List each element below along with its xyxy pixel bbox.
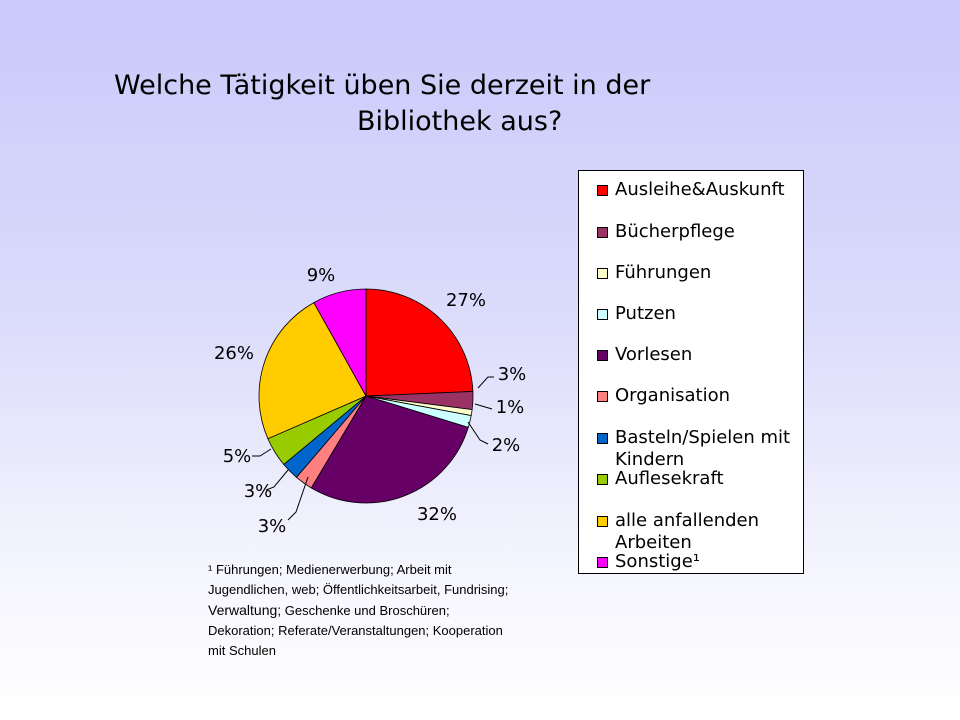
data-label-2: 3%: [498, 364, 527, 385]
legend-label: Bücherpflege: [615, 221, 735, 242]
legend-label: Führungen: [615, 262, 712, 283]
legend-swatch: [597, 227, 608, 238]
leader-line-2: [477, 376, 494, 389]
legend-label: Putzen: [615, 303, 676, 324]
legend-swatch: [597, 185, 608, 196]
legend-label: Vorlesen: [615, 344, 693, 365]
legend-swatch: [597, 557, 608, 568]
legend-label: Basteln/Spielen mit Kindern: [615, 427, 791, 470]
footnote-line: mit Schulen: [208, 643, 276, 658]
data-label-7: 3%: [244, 481, 273, 502]
legend-label: alle anfallenden Arbeiten: [615, 510, 760, 553]
footnote-line: Dekoration; Referate/Veranstaltungen; Ko…: [208, 623, 503, 638]
footnote-line: Verwaltung; Geschenke und Broschüren;: [208, 600, 588, 621]
leader-line-6: [287, 476, 309, 521]
data-label-6: 3%: [258, 516, 287, 537]
legend-swatch: [597, 391, 608, 402]
footnote-text: Verwaltung;: [208, 602, 282, 618]
legend-swatch: [597, 350, 608, 361]
legend-label: Ausleihe&Auskunft: [615, 179, 785, 200]
leader-line-7: [265, 469, 289, 491]
data-label-9: 26%: [214, 343, 254, 364]
leader-line-3: [474, 403, 493, 410]
pie-slice-10: [313, 288, 367, 398]
chart-title-line-2: Bibliothek aus?: [357, 106, 563, 137]
legend-swatch: [597, 516, 608, 527]
data-label-3: 1%: [496, 397, 525, 418]
leader-line-8: [252, 448, 272, 457]
legend-label: Auflesekraft: [615, 468, 724, 489]
data-label-5: 32%: [417, 504, 457, 525]
legend-swatch: [597, 268, 608, 279]
footnote: ¹ Führungen; Medienerwerbung; Arbeit mit…: [208, 560, 588, 661]
footnote-text: Geschenke und Broschüren;: [284, 603, 450, 618]
legend-swatch: [597, 474, 608, 485]
legend-label: Organisation: [615, 385, 731, 406]
data-label-8: 5%: [223, 446, 252, 467]
chart-title-line-1: Welche Tätigkeit üben Sie derzeit in der: [114, 70, 651, 101]
legend-swatch: [597, 433, 608, 444]
leader-line-4: [467, 421, 489, 445]
legend-label: Sonstige¹: [615, 551, 700, 572]
footnote-line: Jugendlichen, web; Öffentlichkeitsarbeit…: [208, 582, 509, 597]
pie-slice-9: [258, 302, 367, 440]
legend-swatch: [597, 309, 608, 320]
footnote-line: ¹ Führungen; Medienerwerbung; Arbeit mit: [208, 562, 452, 577]
data-label-10: 9%: [307, 265, 336, 286]
data-label-4: 2%: [492, 435, 521, 456]
chart-legend: Ausleihe&Auskunft Bücherpflege Führungen Pu…: [578, 170, 804, 574]
pie-slice-1: [365, 288, 474, 397]
data-label-1: 27%: [446, 290, 486, 311]
